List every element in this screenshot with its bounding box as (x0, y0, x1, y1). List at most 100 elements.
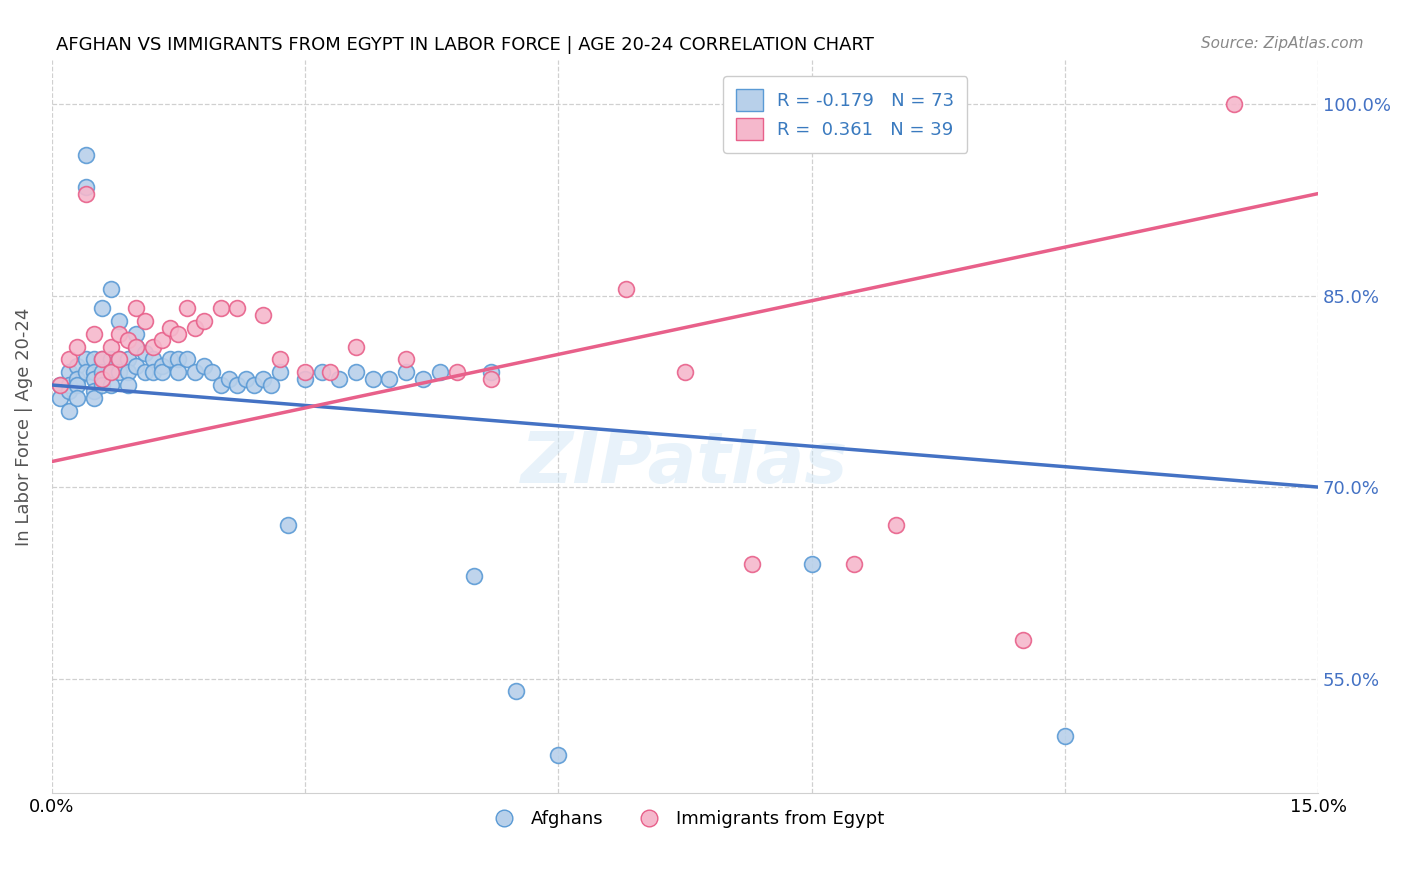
Point (1011, 633, 1033, 648)
Point (75, 148, 97, 162)
Point (842, 557, 865, 571)
Point (117, 352, 139, 367)
Point (412, 371, 434, 385)
Point (235, 371, 257, 385)
Point (66, 378, 89, 392)
Point (125, 301, 148, 316)
Point (91, 378, 114, 392)
Point (100, 340, 122, 354)
Point (108, 352, 131, 367)
Point (100, 365, 122, 379)
Point (100, 282, 122, 296)
Point (91, 352, 114, 367)
Point (83, 391, 105, 405)
Point (294, 365, 316, 379)
Point (117, 378, 139, 392)
Point (58, 365, 80, 379)
Point (91, 352, 114, 367)
Point (58, 384, 80, 399)
Point (108, 314, 131, 328)
Point (547, 747, 569, 762)
Point (142, 352, 165, 367)
Point (193, 359, 215, 373)
Point (58, 352, 80, 367)
Point (741, 557, 763, 571)
Point (226, 378, 249, 392)
Point (66, 359, 89, 373)
Y-axis label: In Labor Force | Age 20-24: In Labor Force | Age 20-24 (15, 307, 32, 546)
Point (58, 378, 80, 392)
Point (150, 334, 173, 348)
Point (395, 365, 418, 379)
Point (134, 365, 156, 379)
Point (75, 365, 97, 379)
Point (125, 326, 148, 341)
Point (134, 314, 156, 328)
Point (100, 365, 122, 379)
Point (66, 371, 89, 385)
Point (673, 365, 696, 379)
Point (49, 378, 72, 392)
Point (277, 518, 299, 533)
Point (269, 352, 291, 367)
Point (184, 320, 207, 334)
Legend: Afghans, Immigrants from Egypt: Afghans, Immigrants from Egypt (478, 803, 891, 836)
Point (167, 326, 190, 341)
Point (800, 557, 823, 571)
Point (311, 365, 333, 379)
Point (395, 352, 418, 367)
Point (328, 371, 350, 385)
Point (269, 365, 291, 379)
Point (243, 378, 266, 392)
Point (75, 180, 97, 194)
Point (614, 282, 637, 296)
Point (209, 301, 232, 316)
Point (361, 371, 384, 385)
Text: AFGHAN VS IMMIGRANTS FROM EGYPT IN LABOR FORCE | AGE 20-24 CORRELATION CHART: AFGHAN VS IMMIGRANTS FROM EGYPT IN LABOR… (56, 36, 875, 54)
Text: Source: ZipAtlas.com: Source: ZipAtlas.com (1201, 36, 1364, 51)
Point (150, 359, 173, 373)
Point (108, 352, 131, 367)
Point (159, 352, 181, 367)
Point (49, 378, 72, 392)
Point (91, 301, 114, 316)
Point (91, 365, 114, 379)
Point (429, 365, 451, 379)
Point (252, 371, 274, 385)
Point (66, 340, 89, 354)
Point (505, 684, 527, 698)
Point (209, 378, 232, 392)
Point (150, 365, 173, 379)
Point (378, 371, 401, 385)
Point (344, 365, 367, 379)
Point (479, 371, 502, 385)
Point (83, 384, 105, 399)
Point (226, 301, 249, 316)
Point (108, 365, 131, 379)
Point (134, 346, 156, 360)
Point (167, 352, 190, 367)
Point (83, 352, 105, 367)
Point (479, 365, 502, 379)
Point (75, 186, 97, 201)
Text: ZIPatlas: ZIPatlas (522, 429, 849, 498)
Point (83, 326, 105, 341)
Point (91, 371, 114, 385)
Point (193, 314, 215, 328)
Point (1222, 97, 1244, 112)
Point (884, 518, 907, 533)
Point (58, 403, 80, 417)
Point (49, 391, 72, 405)
Point (83, 365, 105, 379)
Point (294, 371, 316, 385)
Point (83, 371, 105, 385)
Point (159, 320, 181, 334)
Point (463, 569, 485, 583)
Point (319, 365, 342, 379)
Point (167, 365, 190, 379)
Point (1053, 729, 1076, 743)
Point (344, 340, 367, 354)
Point (125, 340, 148, 354)
Point (446, 365, 468, 379)
Point (184, 365, 207, 379)
